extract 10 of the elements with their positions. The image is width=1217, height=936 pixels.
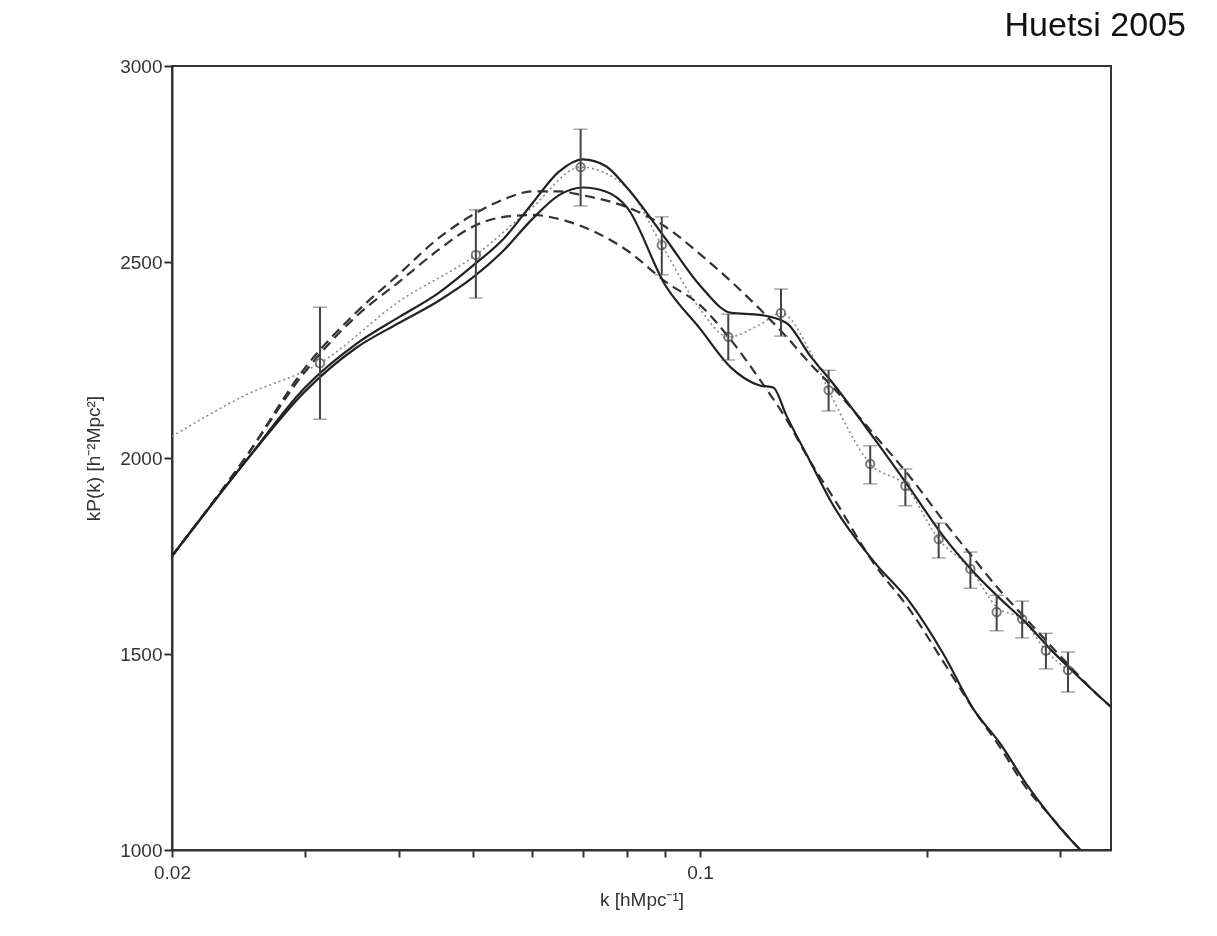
y-tick-label: 2500 [120,251,163,273]
y-tick-label: 2000 [120,447,163,469]
x-axis-title: k [hMpc⁻¹] [599,888,685,910]
x-tick-label: 0.1 [687,861,714,883]
x-tick-label: 0.02 [154,861,191,883]
y-tick-label: 1500 [120,643,163,665]
chart-title: Huetsi 2005 [1004,5,1186,43]
y-axis-title: kP(k) [h⁻²Mpc²] [83,395,105,522]
y-tick-label: 3000 [120,55,163,77]
y-tick-label: 1000 [120,839,163,861]
